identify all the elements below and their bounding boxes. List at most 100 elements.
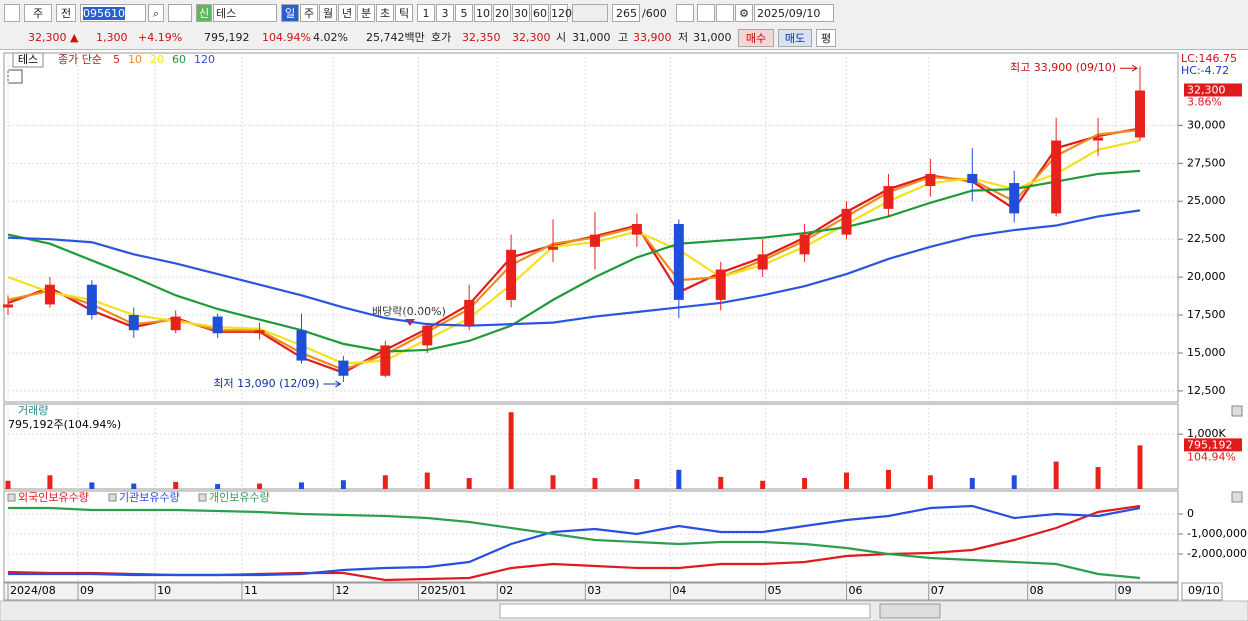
settings-icon[interactable]: ⚙: [735, 4, 753, 22]
candle-body: [715, 269, 726, 300]
hc-label: HC:-4.72: [1181, 64, 1229, 77]
candle-body: [841, 208, 852, 235]
last-date: 09/10: [1188, 584, 1220, 597]
high: 33,900: [633, 31, 672, 44]
period-button[interactable]: 주: [300, 4, 318, 22]
x-tick-label: 04: [672, 584, 686, 597]
name-input[interactable]: 테스: [213, 4, 277, 22]
x-tick-label: 2024/08: [10, 584, 56, 597]
y-tick-label: 20,000: [1187, 270, 1226, 283]
legend-name: 테스: [18, 53, 38, 66]
legend-entry: 120: [194, 53, 215, 66]
candle-body: [883, 186, 894, 209]
holding-line: [8, 506, 1141, 580]
y-tick-label: 1,000K: [1187, 427, 1226, 440]
candle-body: [170, 316, 181, 331]
x-tick-label: 05: [768, 584, 782, 597]
y-tick-label: 27,500: [1187, 156, 1226, 169]
interval-button[interactable]: 1: [417, 4, 435, 22]
interval-button[interactable]: 20: [493, 4, 511, 22]
search-button[interactable]: ⌕: [148, 4, 164, 22]
candle-body: [128, 315, 139, 331]
candle-body: [86, 284, 97, 316]
candle-body: [506, 249, 517, 300]
count-input[interactable]: 265: [612, 4, 640, 22]
avg-button[interactable]: 평: [816, 29, 836, 47]
y-tick-label: 25,000: [1187, 194, 1226, 207]
volume-bar: [1011, 475, 1017, 489]
candle-body: [44, 284, 55, 305]
volume-bar: [131, 483, 137, 489]
period-button[interactable]: 일: [281, 4, 299, 22]
volume-ratio: 104.94%: [262, 31, 311, 44]
interval-button[interactable]: 3: [436, 4, 454, 22]
volume-bar: [969, 478, 975, 489]
volume-panel: [3, 403, 1179, 490]
scroll-controls[interactable]: [879, 603, 941, 619]
volume-bar: [47, 475, 53, 489]
legend-name-box: [12, 52, 44, 68]
interval-button[interactable]: 120: [550, 4, 572, 22]
volume-bar: [466, 478, 472, 489]
legend-label: 종가 단순: [58, 53, 102, 66]
y-tick-label: 30,000: [1187, 118, 1226, 131]
tool-icon[interactable]: [697, 4, 715, 22]
legend-swatch: [198, 493, 207, 502]
interval-button[interactable]: 10: [474, 4, 492, 22]
volume-bar: [1095, 467, 1101, 489]
close-button[interactable]: [1231, 405, 1243, 417]
tool-icon[interactable]: [676, 4, 694, 22]
volume-bar: [1137, 445, 1143, 489]
period-button[interactable]: 월: [319, 4, 337, 22]
volume-bar: [676, 469, 682, 489]
y-tick-label: 22,500: [1187, 232, 1226, 245]
menu-icon[interactable]: [4, 4, 20, 22]
market-select[interactable]: 주: [24, 4, 52, 22]
period-button[interactable]: 틱: [395, 4, 413, 22]
unit-select[interactable]: [572, 4, 608, 22]
lc-label: LC:146.75: [1181, 52, 1237, 65]
date-input[interactable]: 2025/09/10: [754, 4, 834, 22]
prev-button[interactable]: 전: [56, 4, 76, 22]
volume-bar: [760, 480, 766, 489]
interval-button[interactable]: 30: [512, 4, 530, 22]
volume-bar: [89, 482, 95, 489]
volume-bar: [424, 472, 430, 489]
period-button[interactable]: 초: [376, 4, 394, 22]
volume-bar: [550, 475, 556, 489]
y-tick-label: 12,500: [1187, 384, 1226, 397]
volume-subtitle: 795,192주(104.94%): [8, 418, 121, 431]
y-tick-label: 15,000: [1187, 346, 1226, 359]
buy-button[interactable]: 매수: [738, 29, 774, 47]
sell-button[interactable]: 매도: [778, 29, 812, 47]
code-input[interactable]: 095610: [80, 4, 146, 22]
last-volume-box: [1184, 438, 1242, 452]
table-icon[interactable]: [7, 69, 23, 84]
close-button[interactable]: [1231, 491, 1243, 503]
interval-button[interactable]: 60: [531, 4, 549, 22]
save-icon[interactable]: [716, 4, 734, 22]
candle-body: [1135, 90, 1145, 138]
scroll-thumb[interactable]: [499, 603, 871, 619]
high-arrow: [1120, 64, 1138, 72]
period-button[interactable]: 년: [338, 4, 356, 22]
ma-line: [7, 139, 1141, 365]
sound-button[interactable]: [168, 4, 192, 22]
legend-entry: 20: [150, 53, 164, 66]
candle-body: [673, 224, 684, 300]
candle-body: [1093, 137, 1104, 141]
count-max: /600: [642, 7, 667, 20]
price: 32,300 ▲: [28, 31, 79, 44]
legend-entry: 10: [128, 53, 142, 66]
quote-label: 호가: [431, 31, 452, 44]
volume-bar: [844, 472, 850, 489]
amount: 25,742백만: [366, 31, 425, 44]
interval-button[interactable]: 5: [455, 4, 473, 22]
x-tick-label: 03: [587, 584, 601, 597]
low-arrow: [323, 380, 342, 388]
volume-bar: [885, 469, 891, 489]
background: [0, 50, 1248, 621]
period-button[interactable]: 분: [357, 4, 375, 22]
volume-bar: [340, 480, 346, 489]
volume-bar: [1053, 461, 1059, 489]
